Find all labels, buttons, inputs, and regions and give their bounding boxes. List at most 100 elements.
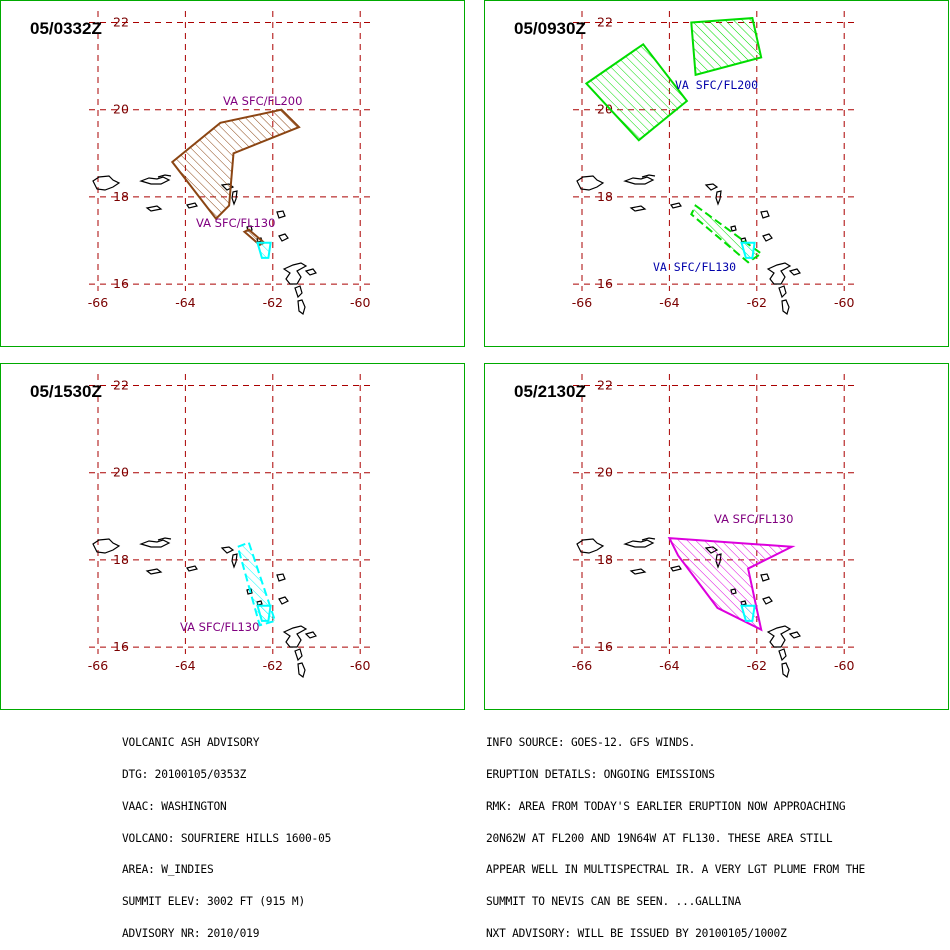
coastline-island bbox=[641, 174, 656, 178]
advisory-line: VAAC: WASHINGTON bbox=[122, 799, 227, 813]
lat-lon-grid bbox=[573, 374, 855, 654]
longitude-label: -60 bbox=[350, 295, 370, 310]
advisory-line: DTG: 20100105/0353Z bbox=[122, 767, 247, 781]
advisory-line: AREA: W_INDIES bbox=[122, 863, 214, 877]
ash-area-fl200-east bbox=[690, 17, 763, 77]
longitude-label: -62 bbox=[263, 295, 283, 310]
coastline bbox=[92, 537, 317, 679]
ash-area-label: VA SFC/FL200 bbox=[675, 78, 758, 92]
panel-time-label: 05/0930Z bbox=[514, 19, 586, 38]
coastline-island bbox=[766, 262, 792, 285]
coastline-island bbox=[278, 233, 289, 242]
advisory-line: NXT ADVISORY: WILL BE ISSUED BY 20100105… bbox=[486, 926, 787, 940]
longitude-label: -62 bbox=[747, 658, 767, 673]
latitude-label: 16 bbox=[597, 276, 613, 291]
coastline-island bbox=[576, 175, 605, 191]
coastline-island bbox=[623, 176, 655, 185]
advisory-line: ADVISORY NR: 2010/019 bbox=[122, 926, 260, 940]
ash-area-fl200 bbox=[170, 108, 301, 221]
ash-area-fl130 bbox=[236, 541, 277, 627]
coastline-island bbox=[778, 648, 787, 662]
volcano-marker bbox=[740, 604, 756, 622]
coastline-island bbox=[760, 573, 770, 582]
map-canvas-1: -66 -64 -62 -60 22 20 18 16 VA SFC/FL200 VA SFC/F… bbox=[88, 11, 371, 316]
coastline-island bbox=[145, 205, 163, 212]
latitude-label: 18 bbox=[113, 552, 129, 567]
coastline-island bbox=[641, 537, 656, 541]
longitude-label: -66 bbox=[88, 658, 108, 673]
coastline-island bbox=[231, 190, 238, 206]
coastline-island bbox=[760, 210, 770, 219]
advisory-line: INFO SOURCE: GOES-12. GFS WINDS. bbox=[486, 736, 696, 750]
lat-lon-grid bbox=[89, 11, 371, 291]
coastline-island bbox=[231, 553, 238, 569]
advisory-line: 20N62W AT FL200 AND 19N64W AT FL130. THE… bbox=[486, 831, 833, 845]
longitude-label: -64 bbox=[659, 658, 679, 673]
map-panel-3: -66 -64 -62 -60 22 20 18 16 VA SFC/FL130 05/1530… bbox=[0, 363, 465, 710]
ash-area-label: VA SFC/FL130 bbox=[653, 260, 736, 274]
longitude-label: -60 bbox=[834, 658, 854, 673]
ash-area-label: VA SFC/FL130 bbox=[180, 620, 259, 634]
longitude-label: -66 bbox=[572, 658, 592, 673]
coastline-island bbox=[139, 176, 171, 185]
lat-lon-grid bbox=[89, 374, 371, 654]
coastline-island bbox=[92, 175, 121, 191]
coastline-island bbox=[304, 268, 317, 276]
latitude-label: 16 bbox=[597, 639, 613, 654]
coastline bbox=[576, 174, 801, 316]
coastline-island bbox=[730, 225, 737, 232]
advisory-line: ERUPTION DETAILS: ONGOING EMISSIONS bbox=[486, 767, 715, 781]
latitude-label: 16 bbox=[113, 639, 129, 654]
coastline-island bbox=[304, 631, 317, 639]
coastline-island bbox=[788, 268, 801, 276]
coastline-island bbox=[276, 210, 286, 219]
advisory-remarks-text: INFO SOURCE: GOES-12. GFS WINDS. ERUPTIO… bbox=[486, 717, 865, 950]
map-panel-2: -66 -64 -62 -60 22 20 18 16 VA SFC/FL200 VA SFC/F… bbox=[484, 0, 949, 347]
advisory-line: VOLCANO: SOUFRIERE HILLS 1600-05 bbox=[122, 831, 332, 845]
longitude-label: -62 bbox=[263, 658, 283, 673]
latitude-label: 22 bbox=[113, 15, 129, 30]
coastline-island bbox=[704, 183, 719, 191]
map-canvas-4: -66 -64 -62 -60 22 20 18 16 VA SFC/FL130 bbox=[572, 374, 855, 679]
advisory-header-text: VOLCANIC ASH ADVISORY DTG: 20100105/0353… bbox=[122, 717, 331, 950]
ash-area-fl200-west bbox=[584, 42, 689, 142]
coastline-island bbox=[781, 662, 790, 679]
coastline-island bbox=[186, 202, 198, 209]
longitude-label: -60 bbox=[834, 295, 854, 310]
latitude-label: 22 bbox=[597, 378, 613, 393]
coastline-island bbox=[670, 565, 682, 572]
latitude-label: 20 bbox=[597, 465, 613, 480]
latitude-label: 18 bbox=[597, 552, 613, 567]
coastline-island bbox=[623, 539, 655, 548]
coastline-island bbox=[766, 625, 792, 648]
map-panel-1: -66 -64 -62 -60 22 20 18 16 VA SFC/FL200 VA SFC/F… bbox=[0, 0, 465, 347]
coastline-island bbox=[157, 174, 172, 178]
latitude-label: 18 bbox=[597, 189, 613, 204]
longitude-label: -64 bbox=[175, 295, 195, 310]
coastline-island bbox=[788, 631, 801, 639]
coastline-island bbox=[157, 537, 172, 541]
latitude-label: 20 bbox=[113, 102, 129, 117]
coastline-island bbox=[297, 299, 306, 316]
coastline-island bbox=[145, 568, 163, 575]
volcano-marker bbox=[256, 241, 272, 259]
panel-time-label: 05/0332Z bbox=[30, 19, 102, 38]
coastline-island bbox=[294, 285, 303, 299]
longitude-label: -62 bbox=[747, 295, 767, 310]
coastline-island bbox=[629, 568, 647, 575]
map-panel-4: -66 -64 -62 -60 22 20 18 16 VA SFC/FL130 05/2130… bbox=[484, 363, 949, 710]
latitude-label: 18 bbox=[113, 189, 129, 204]
coastline-island bbox=[186, 565, 198, 572]
coastline-island bbox=[762, 233, 773, 242]
longitude-label: -64 bbox=[175, 658, 195, 673]
advisory-line: APPEAR WELL IN MULTISPECTRAL IR. A VERY … bbox=[486, 863, 866, 877]
coastline-island bbox=[778, 285, 787, 299]
coastline-island bbox=[220, 546, 235, 554]
longitude-label: -64 bbox=[659, 295, 679, 310]
ash-area-label: VA SFC/FL130 bbox=[196, 216, 275, 230]
longitude-label: -66 bbox=[88, 295, 108, 310]
coastline-island bbox=[282, 262, 308, 285]
coastline-island bbox=[294, 648, 303, 662]
coastline-island bbox=[762, 596, 773, 605]
